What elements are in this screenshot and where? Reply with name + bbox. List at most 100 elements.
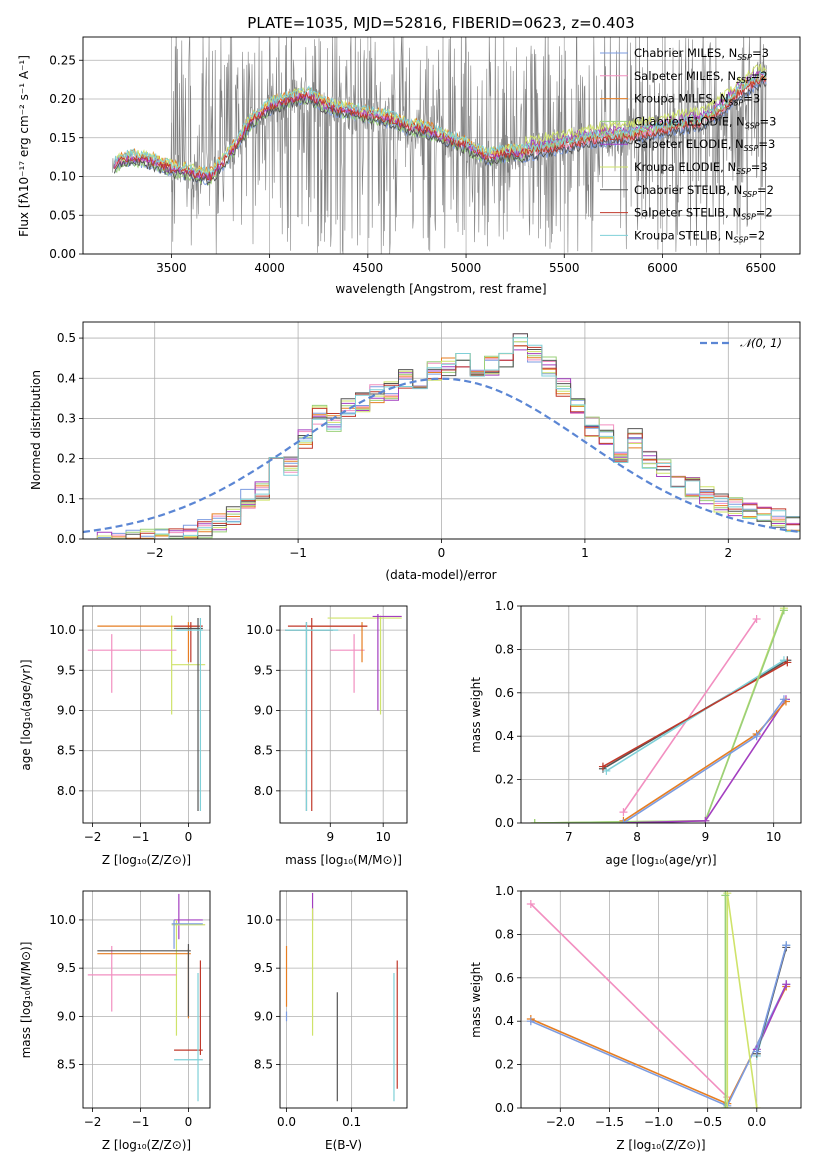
weight_vs_Z-ytick-label: 0.6: [495, 971, 514, 985]
weight_vs_age-marker-c_elodie: [530, 819, 539, 823]
spectrum-ylabel: Flux [fλ10⁻¹⁷ erg cm⁻² s⁻¹ A⁻¹]: [17, 55, 31, 237]
spectrum-xlabel: wavelength [Angstrom, rest frame]: [335, 282, 546, 296]
age_vs_Z-ytick-label: 9.0: [57, 703, 76, 717]
weight_vs_Z-ytick-label: 1.0: [495, 884, 514, 898]
legend-label-c_stelib: Chabrier STELIB, NSSP=2: [634, 183, 774, 199]
weight_vs_Z-marker-c_elodie: [721, 891, 730, 900]
residuals-ytick-label: 0.0: [57, 532, 76, 546]
spectrum-xtick-label: 5500: [549, 261, 580, 275]
legend-label-s_stelib: Salpeter STELIB, NSSP=2: [634, 206, 773, 222]
weight_vs_age-line-c_elodie: [534, 610, 785, 823]
weight_vs_Z-marker-s_miles: [526, 900, 535, 909]
model-spectrum-c_miles: [114, 79, 767, 187]
age_vs_Z-ytick-label: 9.5: [57, 663, 76, 677]
weight_vs_Z-axes: −2.0 −1.5 −1.0 −0.5 0.0 0.0 0.2 0.4 0.6 0.8 1.0: [495, 884, 802, 1129]
spectrum-plot-area: [112, 37, 767, 254]
spectrum-ytick-label: 0.20: [49, 92, 76, 106]
weight_vs_Z-marker-k_elodie: [752, 1104, 761, 1108]
model-spectrum-k_stelib: [113, 70, 767, 177]
weight_vs_Z-frame: [520, 890, 802, 1109]
spectrum-title: PLATE=1035, MJD=52816, FIBERID=0623, z=0…: [247, 14, 634, 32]
weight_vs_age-marker-k_stelib: [602, 766, 611, 775]
mass_vs_ebv-ytick-label: 8.5: [254, 1058, 273, 1072]
weight_vs_age-marker-c_elodie: [779, 606, 788, 615]
weight_vs_age-xtick-label: 8: [633, 830, 641, 844]
spectrum-xtick-label: 5000: [451, 261, 482, 275]
weight_vs_Z-xtick-label: 0.0: [747, 1115, 766, 1129]
spectrum-frame: [82, 36, 801, 255]
weight_vs_Z-ytick-label: 0.0: [495, 1101, 514, 1115]
weight_vs_age-plot-area: [530, 606, 792, 823]
age_vs_mass-plot-area: [285, 614, 402, 811]
residuals-plot-area: [83, 333, 800, 539]
spectrum-ytick-label: 0.05: [49, 208, 76, 222]
weight_vs_age-line-s_stelib: [602, 661, 788, 768]
weight_vs_age-ytick-label: 0.4: [495, 729, 514, 743]
legend-label-c_miles: Chabrier MILES, NSSP=3: [634, 46, 769, 62]
age_vs_mass-ytick-label: 9.0: [254, 703, 273, 717]
weight_vs_age-xtick-label: 9: [702, 830, 710, 844]
weight_vs_age-ytick-label: 0.0: [495, 816, 514, 830]
residuals-ytick-label: 0.2: [57, 452, 76, 466]
weight_vs_Z-ytick-label: 0.4: [495, 1014, 514, 1028]
spectrum-ytick-label: 0.25: [49, 53, 76, 67]
weight_vs_Z-line-s_miles: [530, 903, 728, 1098]
mass_vs_Z-ytick-label: 10.0: [49, 913, 76, 927]
weight_vs_Z-ytick-label: 0.8: [495, 927, 514, 941]
residuals-ylabel: Normed distribution: [29, 370, 43, 490]
weight_vs_Z-marker-k_elodie: [723, 891, 732, 898]
observed-spectrum: [112, 37, 767, 254]
residuals-axes: −2 −1 0 1 2 0.0 0.1 0.2 0.3 0.4 0.5: [57, 321, 801, 560]
age_vs_Z-ytick-label: 8.0: [57, 784, 76, 798]
weight_vs_age-line-k_elodie: [534, 607, 785, 823]
weight_vs_Z-ytick-label: 0.2: [495, 1058, 514, 1072]
age_vs_Z-ytick-label: 8.5: [57, 744, 76, 758]
mass_vs_Z-plot-area: [87, 893, 206, 1102]
legend-label-k_stelib: Kroupa STELIB, NSSP=2: [634, 228, 765, 244]
weight_vs_age-marker-s_miles: [752, 615, 761, 624]
model-spectrum-s_elodie: [113, 70, 767, 181]
residuals-ytick-label: 0.3: [57, 411, 76, 425]
weight_vs_age-marker-s_stelib: [783, 658, 792, 667]
weight_vs_age-xtick-label: 7: [565, 830, 573, 844]
histogram-s_stelib: [83, 345, 800, 539]
spectrum-xtick-label: 4500: [353, 261, 384, 275]
normal-curve: [83, 377, 800, 534]
weight_vs_age-axes: 7 8 9 10 0.0 0.2 0.4 0.6 0.8 1.0: [495, 599, 802, 844]
weight_vs_Z-line-c_miles: [756, 945, 788, 1052]
spectrum-xtick-label: 6000: [647, 261, 678, 275]
mass_vs_ebv-ytick-label: 10.0: [246, 913, 273, 927]
spectrum-ytick-label: 0.15: [49, 131, 76, 145]
age_vs_Z-xtick-label: 0: [185, 830, 193, 844]
weight_vs_Z-ylabel: mass weight: [469, 962, 483, 1038]
age_vs_mass-ytick-label: 10.0: [246, 623, 273, 637]
residuals-xtick-label: 1: [581, 546, 589, 560]
weight_vs_age-marker-c_miles: [752, 732, 761, 741]
weight_vs_age-xlabel: age [log₁₀(age/yr)]: [605, 853, 716, 867]
age_vs_mass-ytick-label: 8.0: [254, 784, 273, 798]
mass_vs_ebv-frame: [279, 890, 408, 1109]
weight_vs_Z-marker-c_miles: [752, 1047, 761, 1056]
mass_vs_ebv-axes: 0.0 0.1 8.5 9.0 9.5 10.0: [246, 890, 408, 1129]
weight_vs_Z-xtick-label: −0.5: [693, 1115, 722, 1129]
mass_vs_ebv-ytick-label: 9.5: [254, 961, 273, 975]
age_vs_Z-axes: −2 −1 0 8.0 8.5 9.0 9.5 10.0: [49, 605, 211, 844]
weight_vs_age-marker-s_miles: [619, 808, 628, 817]
residuals-ytick-label: 0.1: [57, 492, 76, 506]
weight_vs_Z-marker-s_elodie: [782, 980, 791, 989]
residuals-xtick-label: −1: [289, 546, 307, 560]
spectrum-xtick-label: 4000: [254, 261, 285, 275]
weight_vs_age-xtick-label: 10: [766, 830, 781, 844]
mass_vs_Z-xlabel: Z [log₁₀(Z/Z⊙)]: [102, 1138, 191, 1152]
weight_vs_age-ylabel: mass weight: [469, 677, 483, 753]
weight_vs_age-marker-s_stelib: [598, 762, 607, 771]
residuals-ytick-label: 0.5: [57, 331, 76, 345]
age_vs_Z-frame: [82, 605, 211, 824]
residuals-xtick-label: 0: [438, 546, 446, 560]
weight_vs_Z-marker-c_miles: [782, 941, 791, 950]
histogram-k_stelib: [83, 337, 800, 539]
mass_vs_ebv-xtick-label: 0.1: [342, 1115, 361, 1129]
residuals-xtick-label: −2: [146, 546, 164, 560]
residuals-xlabel: (data-model)/error: [385, 568, 496, 582]
